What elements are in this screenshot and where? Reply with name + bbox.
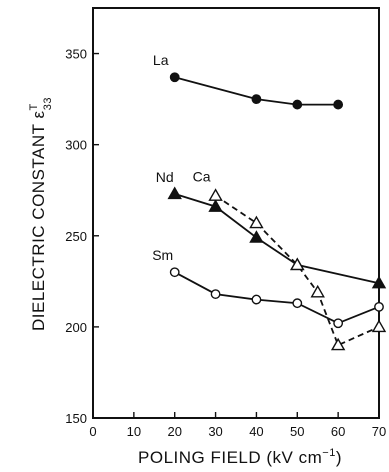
x-tick-label: 10: [127, 424, 141, 439]
data-point: [210, 289, 221, 299]
series-nd: [167, 186, 387, 289]
data-point: [292, 99, 303, 110]
data-point: [330, 337, 346, 351]
data-point: [374, 301, 384, 312]
data-point: [169, 267, 180, 278]
x-tick-label: 50: [290, 424, 304, 439]
series-line: [215, 194, 380, 347]
x-tick-label: 20: [167, 424, 181, 439]
series-ca: [208, 188, 387, 351]
data-point: [333, 318, 344, 329]
series-line: [174, 271, 380, 325]
y-tick-label: 350: [65, 47, 87, 62]
series-line: [174, 193, 380, 285]
plot-frame: [92, 7, 380, 419]
series-la: [169, 72, 344, 110]
data-point: [371, 319, 387, 333]
x-tick-label: 70: [372, 424, 386, 439]
data-point: [310, 284, 325, 298]
y-tick-label: 200: [65, 320, 87, 335]
x-tick-label: 0: [89, 424, 96, 439]
series-labels: La Nd Ca Sm: [152, 52, 211, 263]
data-point: [371, 275, 387, 289]
y-tick-label: 150: [65, 411, 87, 426]
series-label-nd: Nd: [156, 169, 174, 185]
axis-ticks: 0 10 20 30 40 50 60 70 150 200 250 300 350: [65, 47, 386, 439]
data-point: [169, 72, 180, 83]
y-tick-label: 250: [65, 229, 87, 244]
series-label-ca: Ca: [193, 169, 211, 185]
x-tick-label: 40: [249, 424, 263, 439]
data-point: [290, 257, 305, 271]
series-line: [174, 76, 339, 106]
data-point: [208, 199, 223, 212]
data-point: [333, 99, 344, 110]
series-label-sm: Sm: [152, 247, 173, 263]
data-point: [167, 186, 182, 200]
data-point: [208, 188, 223, 201]
y-axis-title: DIELECTRIC CONSTANT εT 33: [28, 97, 54, 331]
data-point: [292, 298, 303, 309]
data-point: [249, 230, 264, 243]
data-point: [251, 294, 262, 305]
series-label-la: La: [153, 52, 169, 68]
data-point: [251, 94, 262, 105]
series-sm: [169, 267, 384, 329]
data-point: [249, 215, 264, 229]
x-tick-label: 60: [331, 424, 345, 439]
data-series: [167, 72, 387, 351]
x-tick-label: 30: [208, 424, 222, 439]
y-tick-label: 300: [65, 138, 87, 153]
x-axis-title: POLING FIELD (kV cm−1): [138, 447, 342, 467]
